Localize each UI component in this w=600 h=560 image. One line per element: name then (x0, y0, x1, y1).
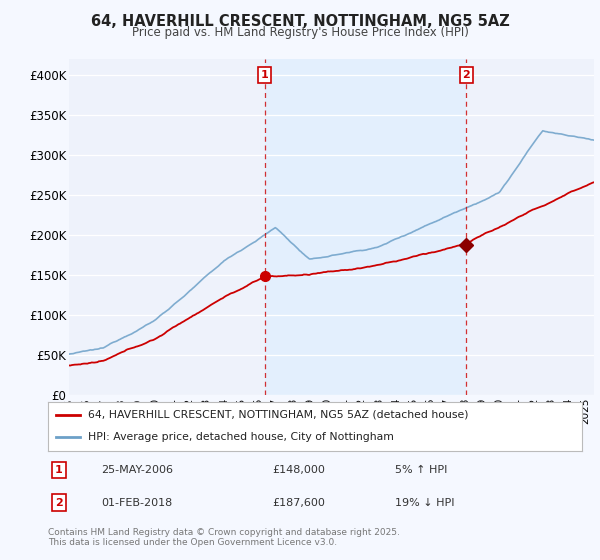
Text: 5% ↑ HPI: 5% ↑ HPI (395, 465, 448, 475)
Text: 25-MAY-2006: 25-MAY-2006 (101, 465, 173, 475)
Text: 1: 1 (261, 70, 269, 80)
Text: Price paid vs. HM Land Registry's House Price Index (HPI): Price paid vs. HM Land Registry's House … (131, 26, 469, 39)
Text: 2: 2 (463, 70, 470, 80)
Text: 19% ↓ HPI: 19% ↓ HPI (395, 498, 455, 507)
Text: HPI: Average price, detached house, City of Nottingham: HPI: Average price, detached house, City… (88, 432, 394, 442)
Text: 64, HAVERHILL CRESCENT, NOTTINGHAM, NG5 5AZ (detached house): 64, HAVERHILL CRESCENT, NOTTINGHAM, NG5 … (88, 410, 469, 420)
Text: £187,600: £187,600 (272, 498, 325, 507)
Text: Contains HM Land Registry data © Crown copyright and database right 2025.
This d: Contains HM Land Registry data © Crown c… (48, 528, 400, 547)
Text: 2: 2 (55, 498, 62, 507)
Text: £148,000: £148,000 (272, 465, 325, 475)
Text: 01-FEB-2018: 01-FEB-2018 (101, 498, 173, 507)
Text: 1: 1 (55, 465, 62, 475)
Text: 64, HAVERHILL CRESCENT, NOTTINGHAM, NG5 5AZ: 64, HAVERHILL CRESCENT, NOTTINGHAM, NG5 … (91, 14, 509, 29)
Bar (265, 59, 466, 395)
